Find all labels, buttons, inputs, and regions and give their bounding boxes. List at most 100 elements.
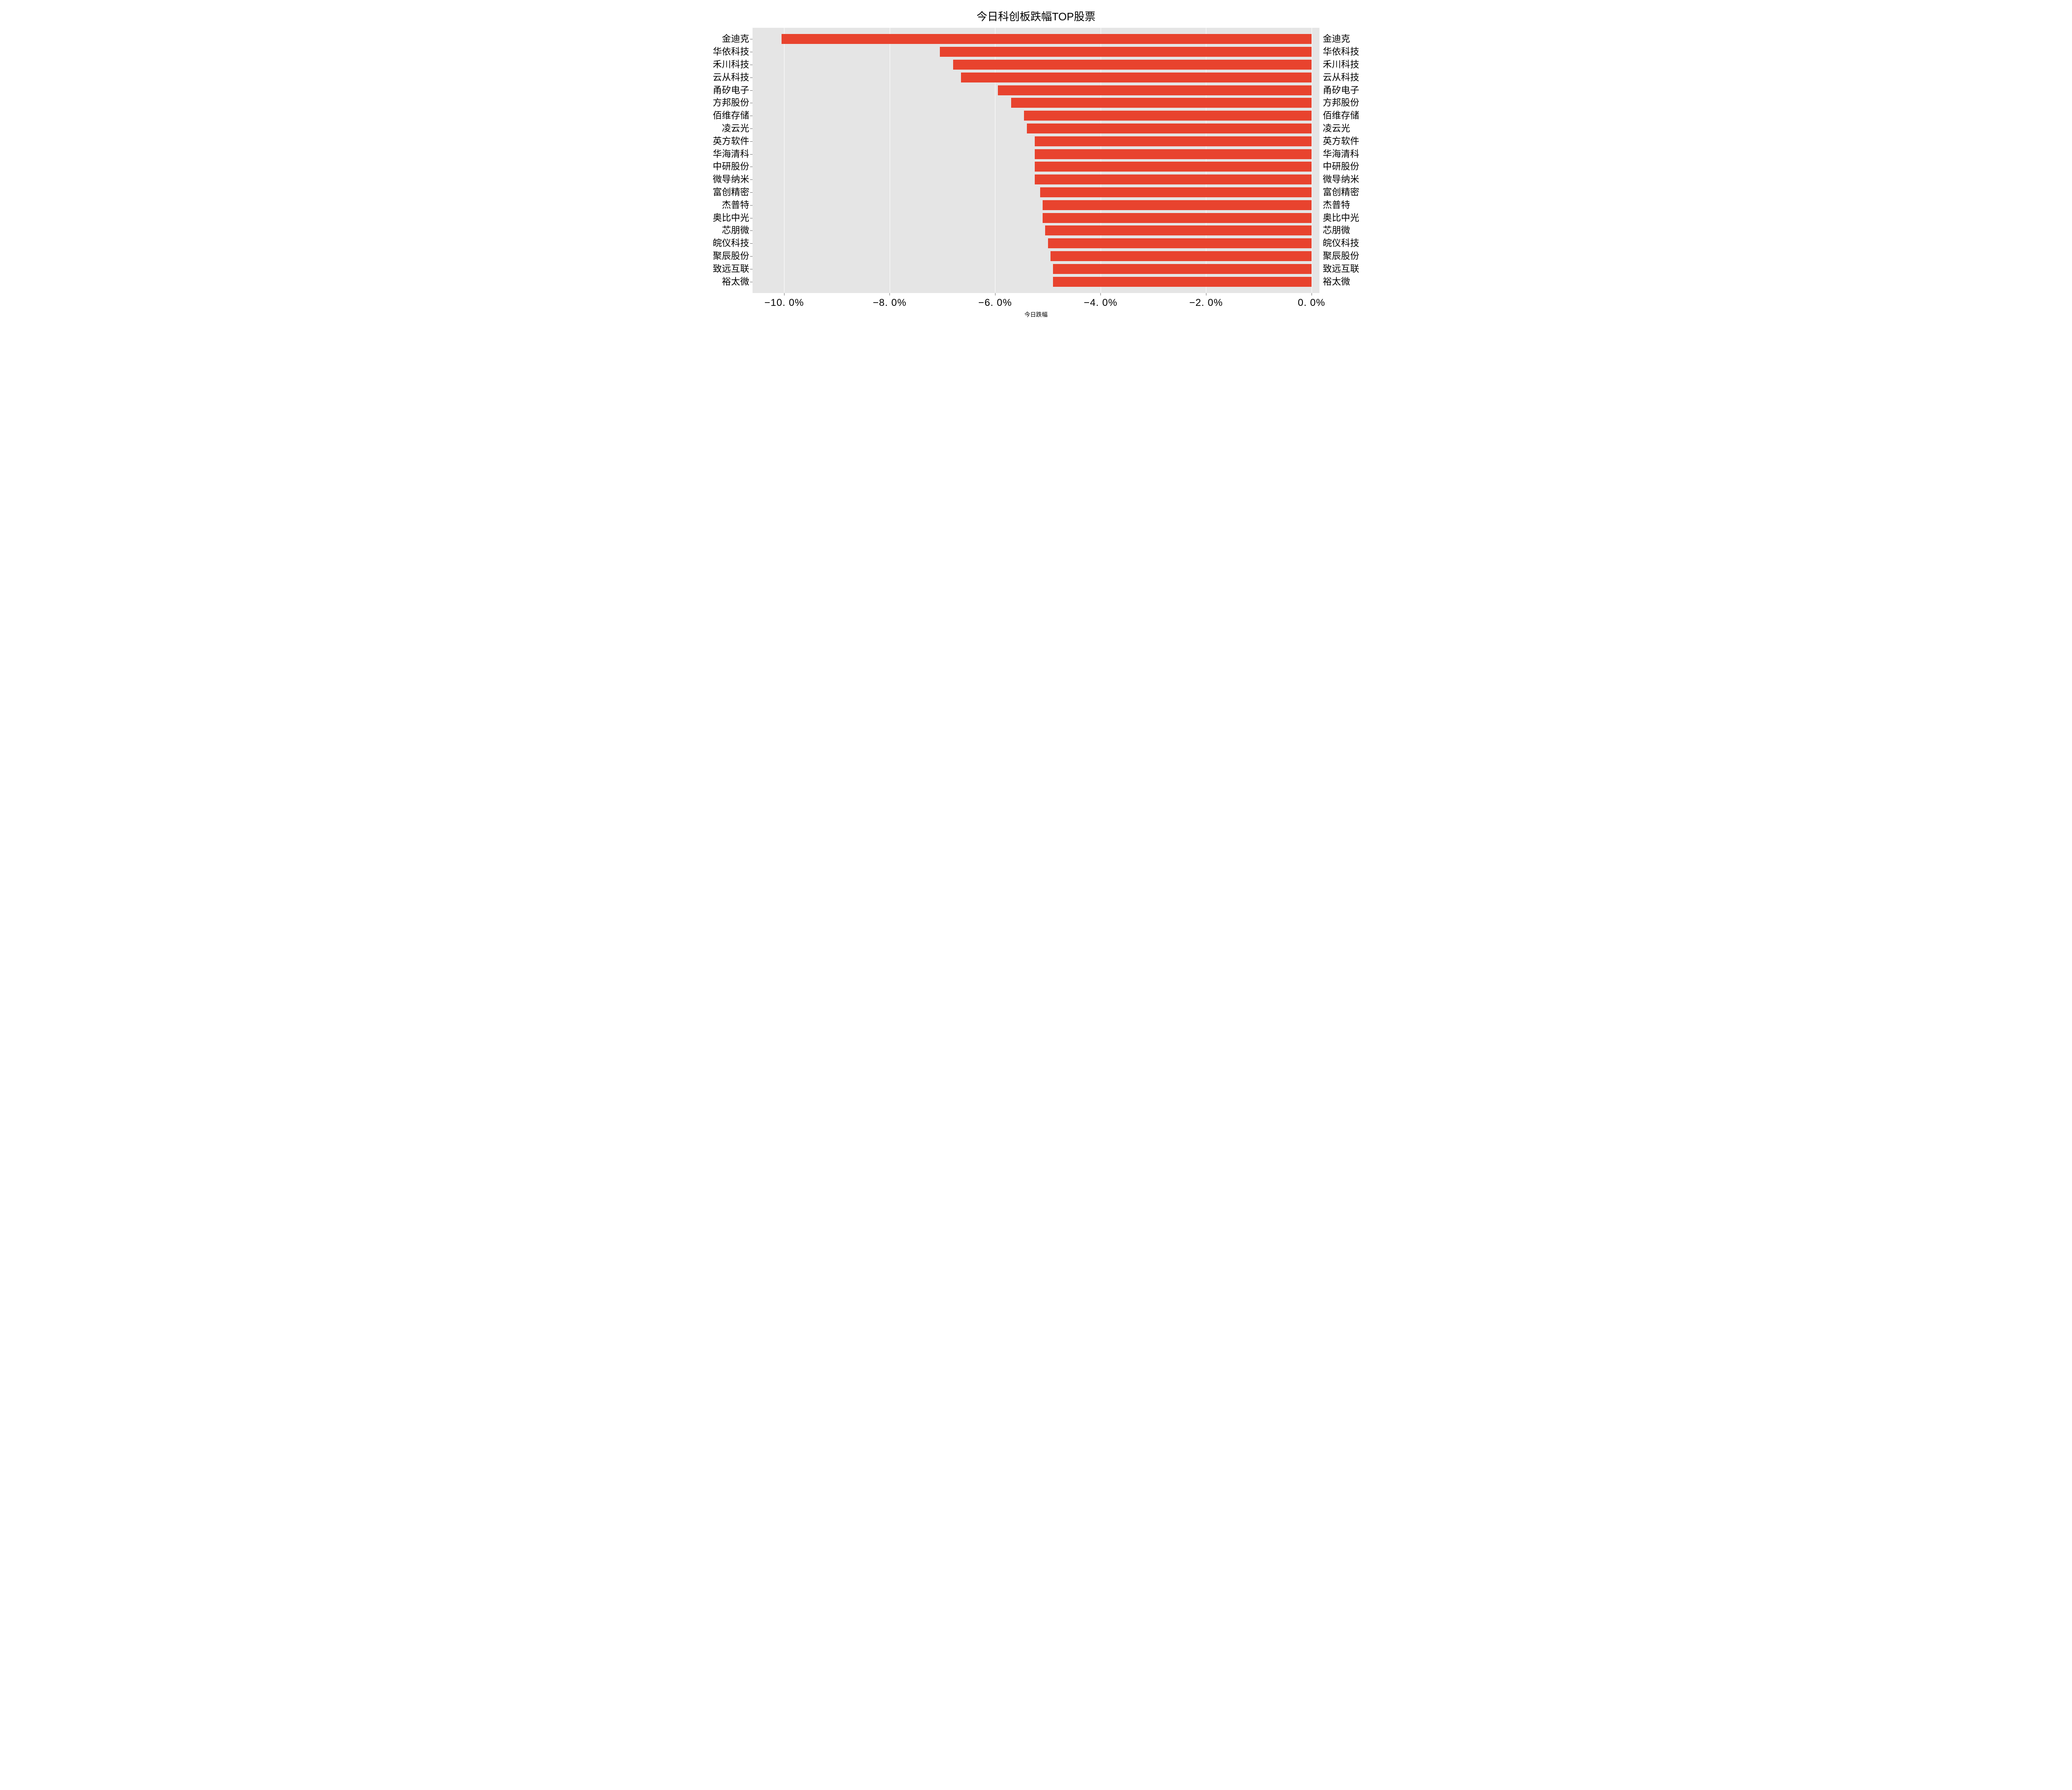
bar-row [753, 277, 1319, 287]
bar [1043, 213, 1312, 223]
y-tick-label-right: 禾川科技 [1323, 60, 1359, 69]
x-tick-label: −10. 0% [764, 297, 804, 309]
y-tick-label-right: 英方软件 [1323, 137, 1359, 146]
x-tick: 0. 0% [1298, 293, 1325, 309]
bar-row [753, 225, 1319, 235]
y-axis-labels-left: 金迪克华依科技禾川科技云从科技甬矽电子方邦股份佰维存储凌云光英方软件华海清科中研… [713, 28, 753, 293]
bar [940, 47, 1312, 57]
y-tick-label: 富创精密 [713, 188, 749, 197]
y-tick-label: 金迪克 [713, 34, 749, 44]
plot-wrapper: 金迪克华依科技禾川科技云从科技甬矽电子方邦股份佰维存储凌云光英方软件华海清科中研… [713, 28, 1359, 293]
chart-container: 今日科创板跌幅TOP股票 金迪克华依科技禾川科技云从科技甬矽电子方邦股份佰维存储… [713, 8, 1359, 319]
bar-row [753, 34, 1319, 44]
y-tick-label: 裕太微 [713, 277, 749, 286]
bar [1053, 264, 1312, 274]
y-tick-label-right: 华海清科 [1323, 150, 1359, 159]
y-tick-label: 致远互联 [713, 264, 749, 274]
y-tick-label: 华海清科 [713, 150, 749, 159]
bar [1035, 136, 1312, 146]
y-tick-label: 杰普特 [713, 201, 749, 210]
bar-row [753, 60, 1319, 70]
x-axis-label: 今日跌幅 [753, 310, 1319, 319]
y-tick-label: 甬矽电子 [713, 86, 749, 95]
bar-row [753, 47, 1319, 57]
bar-row [753, 149, 1319, 159]
bar [1048, 238, 1312, 248]
y-tick-label: 英方软件 [713, 137, 749, 146]
y-tick-label: 皖仪科技 [713, 239, 749, 248]
bar-row [753, 111, 1319, 121]
bar-row [753, 98, 1319, 108]
bar [1027, 124, 1312, 133]
x-tick: −4. 0% [1084, 293, 1117, 309]
y-tick-label-right: 金迪克 [1323, 34, 1359, 44]
y-tick-label-right: 杰普特 [1323, 201, 1359, 210]
bar-row [753, 85, 1319, 95]
y-tick-label: 微导纳米 [713, 175, 749, 184]
plot-area [753, 28, 1319, 293]
y-tick-label-right: 云从科技 [1323, 73, 1359, 82]
y-tick-label: 佰维存储 [713, 111, 749, 120]
bar [1011, 98, 1312, 108]
x-axis: −10. 0%−8. 0%−6. 0%−4. 0%−2. 0%0. 0% [753, 293, 1319, 310]
bar [998, 85, 1312, 95]
bars-group [753, 33, 1319, 288]
x-tick-label: −8. 0% [873, 297, 906, 309]
y-tick-label-right: 富创精密 [1323, 188, 1359, 197]
x-tick: −2. 0% [1189, 293, 1223, 309]
y-tick-label-right: 裕太微 [1323, 277, 1359, 286]
x-tick: −6. 0% [978, 293, 1012, 309]
y-tick-label: 云从科技 [713, 73, 749, 82]
y-tick-label-right: 微导纳米 [1323, 175, 1359, 184]
bar-row [753, 251, 1319, 261]
bar [1024, 111, 1312, 121]
bar [1035, 149, 1312, 159]
bar [1035, 162, 1312, 172]
x-tick-label: 0. 0% [1298, 297, 1325, 309]
y-tick-label-right: 奥比中光 [1323, 213, 1359, 223]
y-tick-label: 禾川科技 [713, 60, 749, 69]
bar-row [753, 124, 1319, 133]
bar-row [753, 136, 1319, 146]
bar [1053, 277, 1312, 287]
y-tick-label: 华依科技 [713, 47, 749, 56]
x-tick-label: −2. 0% [1189, 297, 1223, 309]
bar [1045, 225, 1312, 235]
y-axis-labels-right: 金迪克华依科技禾川科技云从科技甬矽电子方邦股份佰维存储凌云光英方软件华海清科中研… [1319, 28, 1359, 293]
chart-title: 今日科创板跌幅TOP股票 [713, 8, 1359, 24]
x-tick-label: −6. 0% [978, 297, 1012, 309]
y-tick-label-right: 致远互联 [1323, 264, 1359, 274]
y-tick-label: 凌云光 [713, 124, 749, 133]
y-tick-label: 中研股份 [713, 162, 749, 171]
bar-row [753, 187, 1319, 197]
y-tick-label: 芯朋微 [713, 226, 749, 235]
x-tick-label: −4. 0% [1084, 297, 1117, 309]
y-tick-label: 方邦股份 [713, 98, 749, 107]
bar-row [753, 174, 1319, 184]
x-tick: −10. 0% [764, 293, 804, 309]
y-tick-label-right: 方邦股份 [1323, 98, 1359, 107]
y-tick-label-right: 皖仪科技 [1323, 239, 1359, 248]
bar-row [753, 162, 1319, 172]
bar [961, 73, 1312, 82]
bar-row [753, 238, 1319, 248]
bar-row [753, 264, 1319, 274]
bar [953, 60, 1312, 70]
y-tick-label-right: 中研股份 [1323, 162, 1359, 171]
bar-row [753, 200, 1319, 210]
y-tick-label-right: 华依科技 [1323, 47, 1359, 56]
y-tick-label-right: 甬矽电子 [1323, 86, 1359, 95]
bar-row [753, 73, 1319, 82]
y-tick-label: 奥比中光 [713, 213, 749, 223]
bar-row [753, 213, 1319, 223]
bar [1040, 187, 1312, 197]
bar [1043, 200, 1312, 210]
bar [1051, 251, 1312, 261]
y-tick-label-right: 凌云光 [1323, 124, 1359, 133]
y-tick-label-right: 佰维存储 [1323, 111, 1359, 120]
y-tick-label: 聚辰股份 [713, 252, 749, 261]
y-tick-label-right: 聚辰股份 [1323, 252, 1359, 261]
bar [782, 34, 1312, 44]
y-tick-label-right: 芯朋微 [1323, 226, 1359, 235]
bar [1035, 174, 1312, 184]
